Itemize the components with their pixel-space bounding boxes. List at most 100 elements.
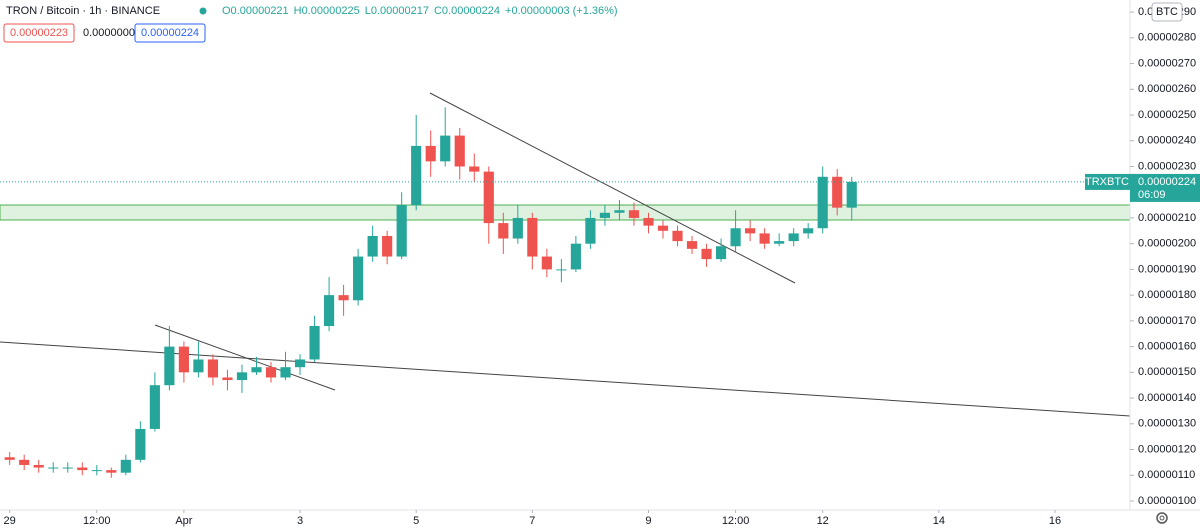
candle-body [193,359,204,373]
candle-body [672,230,683,242]
x-tick-label: 14 [933,515,945,527]
candle-body [251,367,262,373]
x-tick-label: 7 [529,515,535,527]
candle-body [701,248,712,260]
sell-box[interactable] [3,23,75,43]
candle-body [135,428,146,460]
candle-body [846,181,857,208]
candle-body [803,228,814,234]
candle-body [599,212,611,218]
candle-body [440,135,451,162]
candle-body [265,367,277,378]
ohlc-value: C0.00000224 [434,5,500,17]
candle-body [19,459,30,465]
ohlc-value: +0.00000003 (+1.36%) [505,5,618,17]
buy-price: 0.00000224 [141,27,199,39]
x-tick-label: 9 [645,515,651,527]
candle-body [4,457,15,460]
ohlc-value: H0.00000225 [294,5,360,17]
x-tick-label: 16 [1049,515,1061,527]
candle-body [817,176,828,229]
candle-body [425,145,436,162]
price-label: 0.00000224 [1138,176,1196,188]
candle-body [120,459,131,473]
support-zone [0,204,1131,221]
candle-body [541,256,552,270]
y-tick-label: 0.00000100 [1138,495,1196,507]
y-tick-label: 0.00000270 [1138,57,1196,69]
axis-unit: BTC [1156,6,1178,18]
y-tick-label: 0.00000140 [1138,392,1196,404]
y-tick-label: 0.00000120 [1138,443,1196,455]
x-tick-label: 12:00 [83,515,111,527]
ohlc-value: L0.00000217 [365,5,429,17]
x-tick-label: 5 [413,515,419,527]
candle-body [367,235,378,257]
trend-line [429,92,796,284]
y-tick-label: 0.00000170 [1138,315,1196,327]
ohlc-value: O0.00000221 [222,5,289,17]
y-tick-label: 0.00000240 [1138,135,1196,147]
candle-body [280,367,291,378]
y-tick-label: 0.00000150 [1138,366,1196,378]
candle-body [149,385,160,429]
candle-body [338,295,349,301]
ohlc-header: O0.00000221 H0.00000225 L0.00000217 C0.0000… [222,5,618,17]
y-tick-label: 0.00000280 [1138,32,1196,44]
candle-body [585,217,596,244]
trend-line [154,324,336,391]
y-tick-label: 0.00000130 [1138,418,1196,430]
candle-body [236,372,248,381]
candles [4,107,857,478]
candle-body [454,135,465,167]
symbol-label: TRXBTC [1085,176,1129,188]
x-tick-label: 3 [297,515,303,527]
candle-body [294,359,306,368]
y-tick-label: 0.00000210 [1138,212,1196,224]
countdown: 06:09 [1138,189,1166,201]
symbol-tag [1085,173,1130,190]
x-tick-label: 29 [4,515,16,527]
gear [1156,512,1168,524]
candle-body [556,269,567,271]
y-tick-label: 0.00000230 [1138,160,1196,172]
candle-body [570,243,581,270]
candle-body [396,205,407,257]
sell-price: 0.00000223 [10,27,68,39]
candle-body [222,377,233,381]
y-tick-label: 0.00000260 [1138,83,1196,95]
candle-body [512,217,523,239]
status-dot [199,7,207,15]
settings-icon[interactable] [1156,512,1168,524]
candle-body [715,246,727,260]
candle-body [33,464,44,468]
candle-body [411,145,422,206]
candle-body [178,346,189,373]
x-tick-label: Apr [175,515,192,527]
y-tick-label: 0.00000200 [1138,238,1196,250]
candle-body [774,241,785,244]
y-tick-label: 0.00000250 [1138,109,1196,121]
y-tick-label: 0.00000180 [1138,289,1196,301]
candle-body [164,346,175,386]
candle-body [323,295,335,327]
candle-body [788,233,799,242]
candle-body [48,467,59,469]
candle-body [730,228,741,247]
candle-body [657,225,669,231]
candle-body [614,210,625,213]
candle-body [382,235,393,257]
unit-box[interactable] [1151,2,1183,22]
candle-body [498,223,509,239]
y-tick-label: 0.00000160 [1138,341,1196,353]
x-tick-label: 12 [817,515,829,527]
y-tick-label: 0.00000190 [1138,263,1196,275]
price-tag [1130,173,1200,202]
chart-title: TRON / Bitcoin · 1h · BINANCE [6,5,160,17]
buy-box[interactable] [134,23,206,43]
candle-body [527,217,538,257]
candle-body [759,233,770,244]
candle-body [309,326,320,360]
